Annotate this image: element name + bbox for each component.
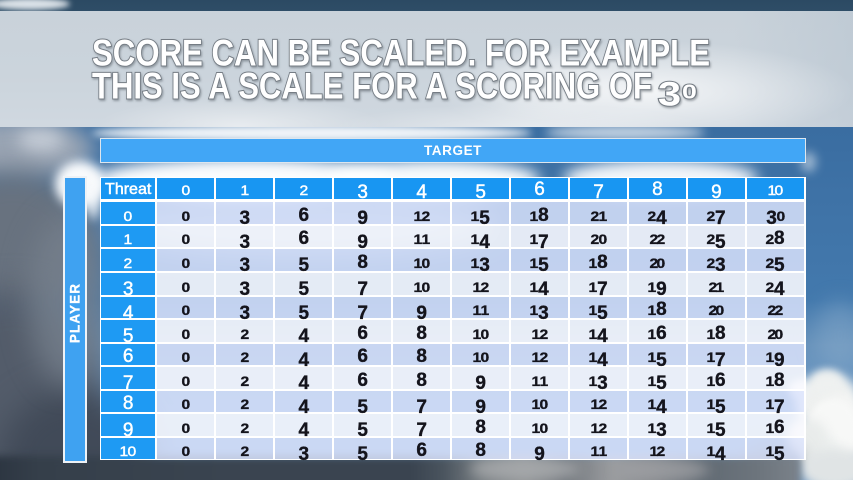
svg-text:SCORE CAN BE SCALED. FOR EXAMP: SCORE CAN BE SCALED. FOR EXAMPLE	[92, 33, 710, 74]
svg-text:THIS IS A SCALE FOR A SCORING: THIS IS A SCALE FOR A SCORING OF	[92, 66, 652, 107]
svg-text:0: 0	[682, 80, 697, 103]
svg-text:3: 3	[658, 76, 681, 114]
